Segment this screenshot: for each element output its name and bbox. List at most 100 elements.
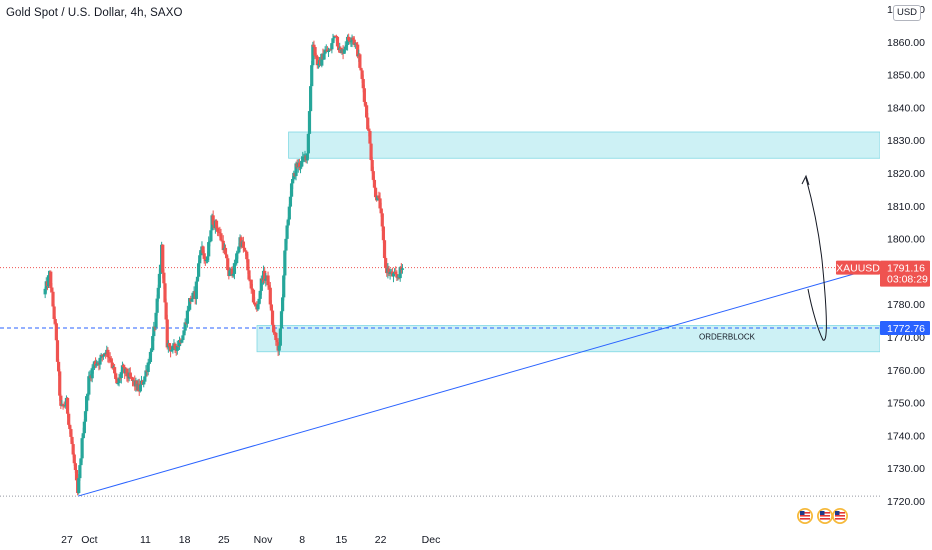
candle[interactable] xyxy=(128,367,132,380)
us-flag-event-icon[interactable] xyxy=(832,508,848,524)
candle[interactable] xyxy=(119,370,123,384)
candle[interactable] xyxy=(315,54,319,69)
us-flag-event-icon[interactable] xyxy=(817,508,833,524)
candle[interactable] xyxy=(400,264,405,274)
candle[interactable] xyxy=(146,358,150,376)
candle[interactable] xyxy=(93,357,98,369)
event-badges[interactable] xyxy=(797,508,848,524)
candle[interactable] xyxy=(391,272,396,283)
candle[interactable] xyxy=(281,294,285,314)
candle[interactable] xyxy=(284,238,288,255)
candle[interactable] xyxy=(358,53,362,69)
candle[interactable] xyxy=(370,156,374,174)
candle[interactable] xyxy=(55,337,60,365)
candle[interactable] xyxy=(194,279,198,305)
candle[interactable] xyxy=(107,356,111,364)
candle[interactable] xyxy=(106,347,110,363)
candle[interactable] xyxy=(59,393,63,409)
candle[interactable] xyxy=(306,133,310,159)
candle[interactable] xyxy=(114,371,118,380)
candle[interactable] xyxy=(221,235,225,254)
candle[interactable] xyxy=(85,393,89,414)
candle[interactable] xyxy=(195,276,200,284)
candles-layer[interactable] xyxy=(43,33,405,496)
candle[interactable] xyxy=(394,266,398,275)
candle[interactable] xyxy=(101,355,105,360)
candle[interactable] xyxy=(309,83,313,113)
candle[interactable] xyxy=(371,166,375,182)
candle[interactable] xyxy=(175,340,179,355)
candle[interactable] xyxy=(283,250,287,280)
candle[interactable] xyxy=(279,307,284,331)
candle[interactable] xyxy=(343,41,347,53)
candle[interactable] xyxy=(368,128,372,144)
candle[interactable] xyxy=(366,112,370,131)
candle[interactable] xyxy=(197,260,201,280)
candle[interactable] xyxy=(219,228,223,242)
candle[interactable] xyxy=(67,412,71,427)
candle[interactable] xyxy=(369,142,373,162)
candle[interactable] xyxy=(177,336,182,350)
candle[interactable] xyxy=(58,368,62,401)
candle[interactable] xyxy=(190,298,194,302)
candle[interactable] xyxy=(216,225,220,237)
candle[interactable] xyxy=(82,419,86,438)
candle[interactable] xyxy=(151,333,155,351)
candle[interactable] xyxy=(158,264,163,275)
candle[interactable] xyxy=(117,373,121,387)
candle[interactable] xyxy=(348,37,352,45)
candle[interactable] xyxy=(164,298,168,324)
candle[interactable] xyxy=(169,345,173,358)
candle[interactable] xyxy=(99,352,103,361)
candle[interactable] xyxy=(365,103,369,119)
candle[interactable] xyxy=(121,363,126,368)
us-flag-event-icon[interactable] xyxy=(797,508,813,524)
candle[interactable] xyxy=(152,321,156,341)
candle[interactable] xyxy=(313,45,317,60)
candle[interactable] xyxy=(70,432,74,445)
candle[interactable] xyxy=(251,288,256,304)
candle[interactable] xyxy=(242,242,247,252)
candle[interactable] xyxy=(301,151,305,167)
candle[interactable] xyxy=(207,236,211,263)
candle[interactable] xyxy=(395,270,399,281)
candle[interactable] xyxy=(185,305,189,328)
candle[interactable] xyxy=(54,322,58,342)
candle[interactable] xyxy=(154,310,158,331)
candle[interactable] xyxy=(278,328,282,348)
candle[interactable] xyxy=(387,265,391,277)
candle[interactable] xyxy=(225,253,229,259)
candle[interactable] xyxy=(352,36,356,48)
candle[interactable] xyxy=(108,352,112,361)
candle[interactable] xyxy=(258,290,262,303)
candle[interactable] xyxy=(302,153,306,163)
candle[interactable] xyxy=(282,274,286,301)
candle[interactable] xyxy=(232,259,237,280)
time-axis[interactable]: 27 Oct 11 18 25 Nov 8 15 22 Dec xyxy=(0,525,932,550)
candle[interactable] xyxy=(43,286,47,299)
candle[interactable] xyxy=(305,153,309,164)
candle[interactable] xyxy=(183,318,187,334)
candle[interactable] xyxy=(211,210,215,226)
candle[interactable] xyxy=(382,236,387,259)
candle[interactable] xyxy=(223,244,228,255)
candle[interactable] xyxy=(269,300,273,312)
candle[interactable] xyxy=(372,176,377,189)
candle[interactable] xyxy=(249,279,253,294)
candle[interactable] xyxy=(191,292,195,303)
candle[interactable] xyxy=(287,204,291,225)
currency-button[interactable]: USD xyxy=(893,5,921,21)
candle[interactable] xyxy=(226,255,230,271)
candle[interactable] xyxy=(202,250,206,264)
candle[interactable] xyxy=(143,376,147,384)
candle[interactable] xyxy=(342,49,346,54)
candle[interactable] xyxy=(277,344,281,356)
candle[interactable] xyxy=(130,376,135,387)
candle[interactable] xyxy=(230,266,234,278)
candle[interactable] xyxy=(264,272,268,287)
candle[interactable] xyxy=(173,342,177,354)
candle[interactable] xyxy=(125,367,129,382)
candle[interactable] xyxy=(120,361,125,375)
candle[interactable] xyxy=(51,287,55,309)
